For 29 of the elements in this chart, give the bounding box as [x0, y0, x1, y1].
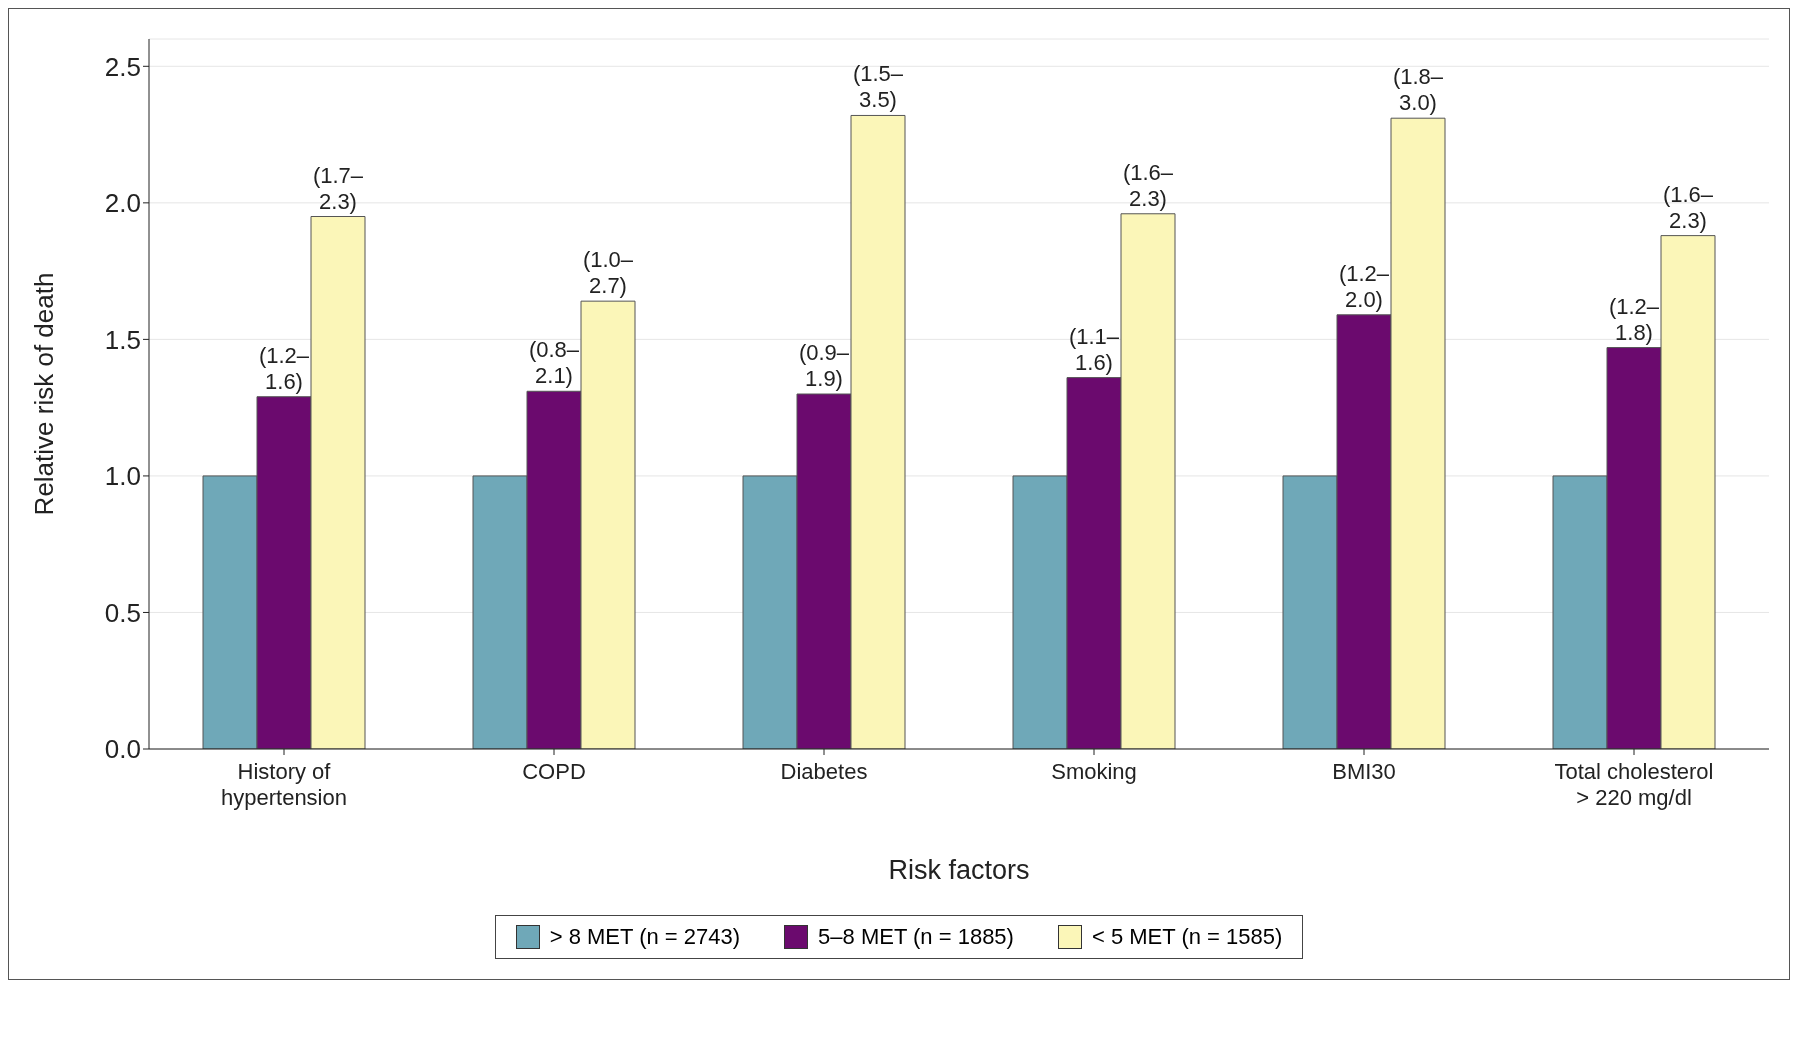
x-tick-label: Diabetes	[780, 759, 868, 784]
data-label: (1.8– 3.0)	[1392, 64, 1444, 116]
y-tick-label: 2.5	[104, 51, 141, 82]
y-axis-title: Relative risk of death	[29, 272, 60, 516]
x-axis-title: Risk factors	[888, 855, 1030, 885]
y-tick-label: 0.0	[104, 734, 141, 765]
data-label: (1.2– 1.6)	[258, 342, 310, 394]
data-label: (0.9– 1.9)	[798, 340, 850, 391]
x-tick-label: COPD	[522, 759, 586, 784]
legend-label: < 5 MET (n = 1585)	[1091, 924, 1283, 950]
x-tick-label: Total cholesterol > 220 mg/dl	[1554, 759, 1714, 810]
data-label: (1.2– 2.0)	[1338, 260, 1390, 312]
data-label: (1.0– 2.7)	[582, 247, 634, 299]
legend-label: > 8 MET (n = 2743)	[549, 924, 741, 950]
x-tick-label: BMI30	[1332, 759, 1396, 784]
y-tick-label: 2.0	[104, 188, 141, 219]
data-label: (0.8– 2.1)	[528, 337, 580, 389]
data-label: (1.1– 1.6)	[1068, 323, 1120, 375]
data-label: (1.5– 3.5)	[852, 61, 904, 113]
data-label: (1.7– 2.3)	[312, 162, 364, 214]
y-tick-label: 1.0	[104, 461, 141, 492]
x-tick-label: Smoking	[1051, 759, 1137, 784]
x-tick-label: History of hypertension	[221, 759, 347, 810]
y-tick-label: 1.5	[104, 324, 141, 355]
data-label: (1.6– 2.3)	[1122, 159, 1174, 211]
data-label: (1.2– 1.8)	[1608, 293, 1660, 345]
legend-label: 5–8 MET (n = 1885)	[818, 924, 1014, 950]
data-label: (1.6– 2.3)	[1662, 181, 1714, 233]
y-tick-label: 0.5	[104, 597, 141, 628]
